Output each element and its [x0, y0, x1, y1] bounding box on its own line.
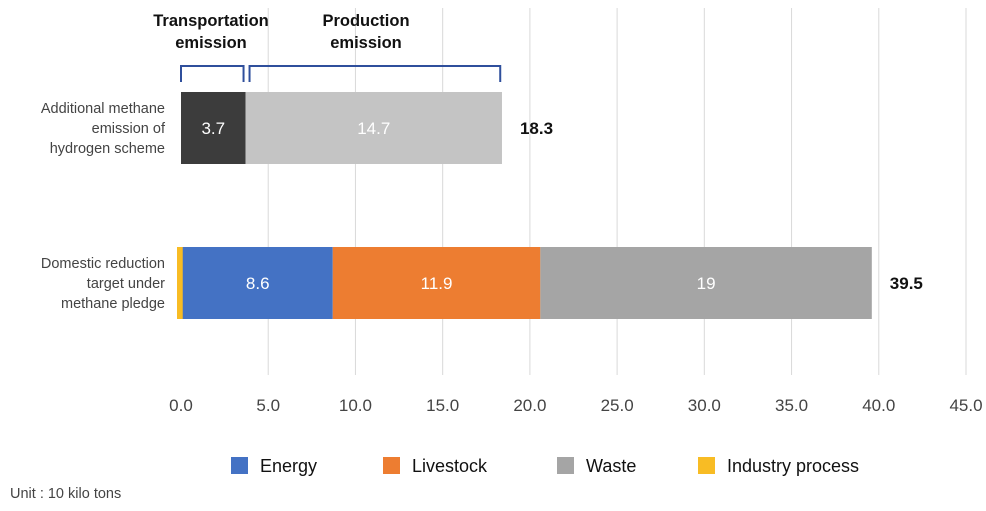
legend-label: Energy	[260, 456, 317, 476]
segment-value-label: 11.9	[421, 274, 453, 293]
x-tick-label: 35.0	[775, 396, 808, 415]
legend-swatch	[698, 457, 715, 474]
x-tick-label: 0.0	[169, 396, 193, 415]
x-tick-label: 40.0	[862, 396, 895, 415]
x-tick-label: 30.0	[688, 396, 721, 415]
category-label: hydrogen scheme	[50, 141, 165, 157]
legend-swatch	[231, 457, 248, 474]
category-label: Additional methane	[41, 101, 165, 117]
category-label: Domestic reduction	[41, 256, 165, 272]
category-label: target under	[87, 276, 165, 292]
annotation-label: Production	[322, 12, 409, 30]
legend-label: Livestock	[412, 456, 488, 476]
unit-note: Unit : 10 kilo tons	[10, 486, 121, 502]
bar-segment	[181, 92, 246, 164]
category-label: emission of	[92, 121, 166, 137]
bar-segment	[332, 247, 541, 319]
legend-label: Waste	[586, 456, 636, 476]
legend-swatch	[557, 457, 574, 474]
segment-value-label: 19	[697, 274, 716, 293]
bar-total-label: 18.3	[520, 119, 553, 138]
bar-segment	[245, 92, 502, 164]
annotation-bracket	[248, 65, 502, 82]
x-tick-label: 5.0	[256, 396, 280, 415]
category-label: methane pledge	[61, 296, 165, 312]
bar-segment	[182, 247, 333, 319]
segment-value-label: 3.7	[201, 119, 225, 138]
bar-segment	[540, 247, 872, 319]
annotation-label: Transportation	[153, 12, 269, 30]
bar-total-label: 39.5	[890, 274, 923, 293]
annotation-bracket	[180, 65, 245, 82]
x-tick-label: 25.0	[601, 396, 634, 415]
bar-segment	[177, 247, 183, 319]
annotation-label: emission	[330, 34, 402, 52]
x-tick-label: 15.0	[426, 396, 459, 415]
legend-swatch	[383, 457, 400, 474]
segment-value-label: 8.6	[246, 274, 270, 293]
segment-value-label: 14.7	[357, 119, 390, 138]
legend-label: Industry process	[727, 456, 859, 476]
x-tick-label: 10.0	[339, 396, 372, 415]
x-tick-label: 20.0	[513, 396, 546, 415]
annotation-label: emission	[175, 34, 247, 52]
x-tick-label: 45.0	[949, 396, 982, 415]
